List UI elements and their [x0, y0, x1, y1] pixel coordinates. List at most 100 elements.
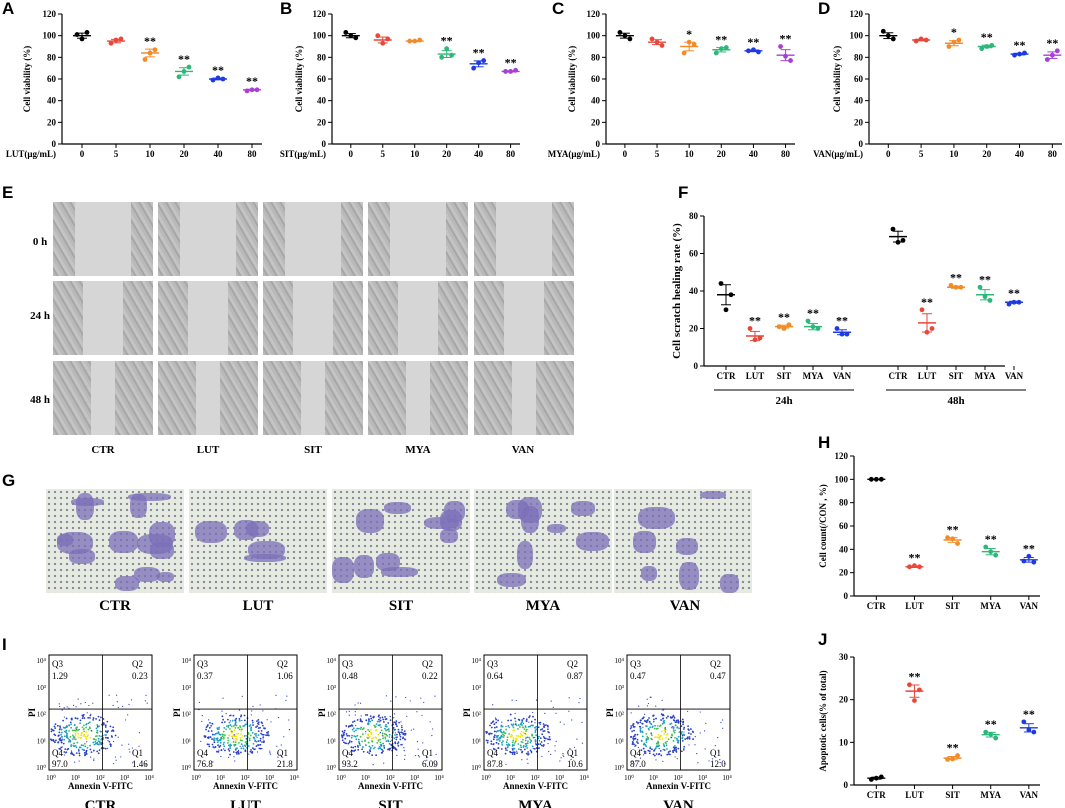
flow-event — [663, 732, 665, 735]
data-point — [79, 36, 85, 42]
flow-event — [63, 707, 65, 709]
flow-event — [240, 743, 243, 746]
data-point — [503, 69, 508, 74]
flow-event — [364, 739, 366, 742]
flow-event — [252, 742, 255, 745]
flow-event — [245, 735, 247, 737]
flow-event — [89, 714, 92, 717]
g-col-ctr: CTR — [99, 598, 131, 614]
flow-event — [96, 750, 99, 753]
flow-event — [117, 706, 119, 709]
flow-event — [270, 721, 272, 723]
flow-event — [242, 747, 245, 750]
flow-event — [674, 756, 676, 758]
flow-event — [381, 751, 384, 754]
flow-event — [645, 745, 648, 748]
flow-event — [647, 702, 650, 705]
flow-event — [350, 740, 353, 743]
data-point — [834, 326, 840, 331]
flow-event — [369, 749, 371, 752]
flow-event — [705, 722, 707, 724]
flow-event — [237, 732, 240, 735]
flow-event — [370, 717, 373, 720]
flow-event — [374, 729, 377, 732]
flow-event — [527, 725, 530, 728]
quadrant-value: 0.87 — [567, 671, 583, 681]
flow-event — [88, 721, 91, 724]
flow-event — [548, 738, 550, 741]
flow-event — [85, 752, 87, 754]
flow-event — [387, 722, 390, 724]
significance-mark: ** — [947, 741, 959, 755]
flow-event — [666, 753, 669, 756]
flow-event — [52, 738, 55, 741]
flow-event — [662, 743, 665, 745]
x-tick-label: MYA — [803, 371, 824, 381]
flow-event — [210, 724, 213, 727]
x-tick-label: 0 — [886, 149, 891, 159]
y-tick-label: 10³ — [472, 684, 481, 692]
flow-event — [347, 763, 349, 765]
flow-event — [75, 706, 77, 708]
flow-event — [690, 733, 692, 735]
flow-event — [507, 719, 510, 722]
x-tick-label: 10¹ — [71, 774, 80, 782]
data-point — [929, 326, 935, 331]
e-row-24h: 24 h — [30, 310, 50, 322]
flow-event — [61, 736, 63, 738]
flow-event — [581, 742, 584, 744]
data-point — [728, 292, 734, 298]
flow-event — [555, 740, 557, 742]
data-point — [912, 698, 917, 703]
flow-event — [73, 754, 75, 757]
transwell-image — [46, 489, 184, 593]
quadrant-value: 0.47 — [710, 671, 726, 681]
scratch-image — [368, 361, 468, 435]
flow-event — [359, 719, 362, 722]
flow-event — [96, 724, 99, 726]
flow-event — [366, 714, 369, 716]
flow-event — [633, 743, 635, 746]
x-tick-label: 0 — [80, 149, 85, 159]
flow-event — [493, 734, 496, 737]
flow-event — [490, 726, 493, 729]
flow-event — [377, 733, 380, 736]
x-tick-label: VAN — [1020, 601, 1039, 611]
data-point — [783, 53, 788, 59]
flow-event — [220, 736, 223, 739]
flow-event — [73, 729, 76, 732]
flow-event — [78, 760, 80, 762]
flow-event — [221, 715, 224, 718]
flow-event — [259, 747, 262, 750]
flow-event — [131, 747, 133, 749]
flow-event — [63, 754, 65, 756]
flow-event — [418, 756, 420, 758]
panel-label-e: E — [2, 183, 13, 202]
flow-event — [498, 737, 501, 739]
flow-event — [93, 738, 95, 740]
flow-event — [74, 744, 77, 747]
flow-event — [522, 726, 524, 729]
flow-event — [549, 739, 551, 741]
flow-event — [115, 694, 118, 696]
flow-event — [254, 740, 256, 742]
flow-event — [245, 742, 247, 745]
flow-event — [348, 741, 351, 744]
flow-event — [62, 726, 65, 729]
plot-frame — [338, 654, 443, 771]
flow-event — [493, 748, 496, 751]
data-point — [895, 239, 901, 245]
flow-event — [83, 733, 86, 736]
transwell-image — [614, 489, 752, 593]
flow-event — [213, 737, 216, 740]
significance-mark: ** — [908, 670, 920, 684]
flow-event — [389, 719, 392, 721]
x-tick-label: 20 — [982, 149, 992, 159]
flow-event — [539, 737, 542, 740]
flow-event — [504, 747, 507, 750]
flow-event — [675, 721, 678, 723]
flow-event — [694, 736, 696, 738]
flow-event — [232, 751, 235, 753]
flow-event — [241, 695, 243, 697]
data-point — [890, 226, 896, 232]
